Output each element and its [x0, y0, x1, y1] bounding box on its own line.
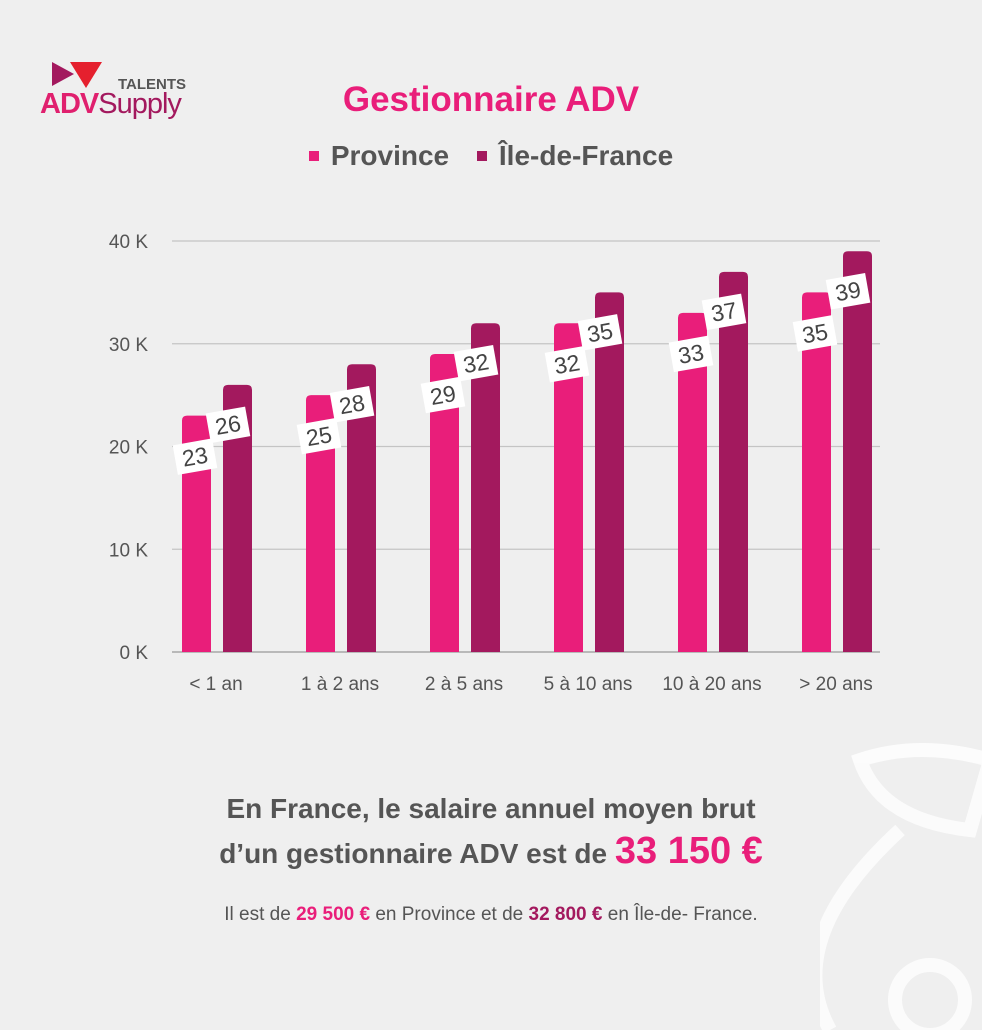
- data-label-text: 39: [833, 276, 863, 306]
- x-tick-label: < 1 an: [189, 674, 242, 695]
- data-label-box: [792, 315, 838, 352]
- data-label-text: 25: [304, 421, 334, 451]
- data-label-text: 35: [800, 318, 830, 348]
- logo-talents: TALENTS: [118, 76, 187, 93]
- x-tick-label: 2 à 5 ans: [425, 674, 503, 695]
- y-tick-label: 30 K: [109, 335, 148, 356]
- data-label: 33: [668, 335, 714, 373]
- bar-idf: [595, 292, 624, 652]
- data-label: 32: [544, 345, 590, 383]
- y-tick-label: 40 K: [109, 232, 148, 253]
- logo-brand: ADVSupply: [40, 88, 182, 120]
- data-label: 26: [205, 406, 251, 444]
- y-tick-label: 0 K: [119, 643, 148, 664]
- detail-text: Il est de 29 500 € en Province et de 32 …: [224, 904, 758, 925]
- summary-line2: d’un gestionnaire ADV est de 33 150 €: [219, 830, 763, 872]
- money-bag-icon: [820, 743, 982, 1030]
- data-label-box: [825, 273, 871, 310]
- data-label-box: [296, 417, 342, 455]
- chart-title: Gestionnaire ADV: [342, 80, 640, 119]
- bar-province: [554, 323, 583, 652]
- data-label-text: 37: [709, 297, 739, 327]
- data-label-box: [329, 386, 375, 423]
- x-tick-label: 5 à 10 ans: [544, 674, 633, 695]
- bar-province: [430, 354, 459, 652]
- data-label-box: [453, 344, 499, 382]
- data-label-box: [668, 335, 714, 373]
- average-salary: 33 150 €: [614, 830, 763, 872]
- logo: TALENTS ADVSupply: [40, 60, 210, 130]
- x-tick-label: > 20 ans: [799, 674, 872, 695]
- data-label: 23: [172, 438, 218, 475]
- bar-idf: [843, 251, 872, 652]
- bar-idf: [471, 323, 500, 652]
- summary: En France, le salaire annuel moyen brut …: [0, 788, 982, 875]
- data-label-box: [544, 345, 590, 383]
- logo-play-icon: [52, 62, 102, 88]
- data-label-text: 26: [213, 410, 243, 440]
- data-label: 39: [825, 273, 871, 310]
- data-label: 28: [329, 386, 375, 423]
- data-label-text: 32: [552, 349, 582, 379]
- bar-idf: [347, 364, 376, 652]
- y-tick-label: 10 K: [109, 540, 148, 561]
- data-label-text: 29: [428, 380, 458, 410]
- data-label: 35: [792, 315, 838, 352]
- data-label: 32: [453, 344, 499, 382]
- x-tick-label: 1 à 2 ans: [301, 674, 379, 695]
- legend: Province Île-de-France: [0, 140, 982, 172]
- summary-line1: En France, le salaire annuel moyen brut: [226, 793, 756, 824]
- data-label: 29: [420, 376, 466, 414]
- data-label-box: [172, 438, 218, 475]
- idf-amount: 32 800 €: [528, 904, 603, 925]
- bar-province: [306, 395, 335, 652]
- data-label: 25: [296, 417, 342, 455]
- data-label: 37: [701, 293, 747, 331]
- legend-province: Province: [308, 140, 449, 171]
- data-label-box: [701, 293, 747, 331]
- data-label-text: 33: [676, 339, 706, 369]
- bar-province: [802, 292, 831, 652]
- data-label-box: [577, 314, 623, 351]
- bar-province: [182, 415, 211, 652]
- bar-province: [678, 312, 707, 652]
- province-amount: 29 500 €: [296, 904, 371, 925]
- data-label-text: 23: [180, 442, 210, 472]
- data-label: 35: [577, 314, 623, 351]
- data-label-text: 35: [585, 317, 615, 347]
- data-label-text: 28: [337, 389, 367, 419]
- bar-idf: [719, 271, 748, 652]
- x-tick-label: 10 à 20 ans: [662, 674, 761, 695]
- y-tick-label: 20 K: [109, 438, 148, 459]
- bar-idf: [223, 384, 252, 652]
- data-label-box: [420, 376, 466, 414]
- legend-idf: Île-de-France: [476, 140, 673, 171]
- data-label-box: [205, 406, 251, 444]
- data-label-text: 32: [461, 348, 491, 378]
